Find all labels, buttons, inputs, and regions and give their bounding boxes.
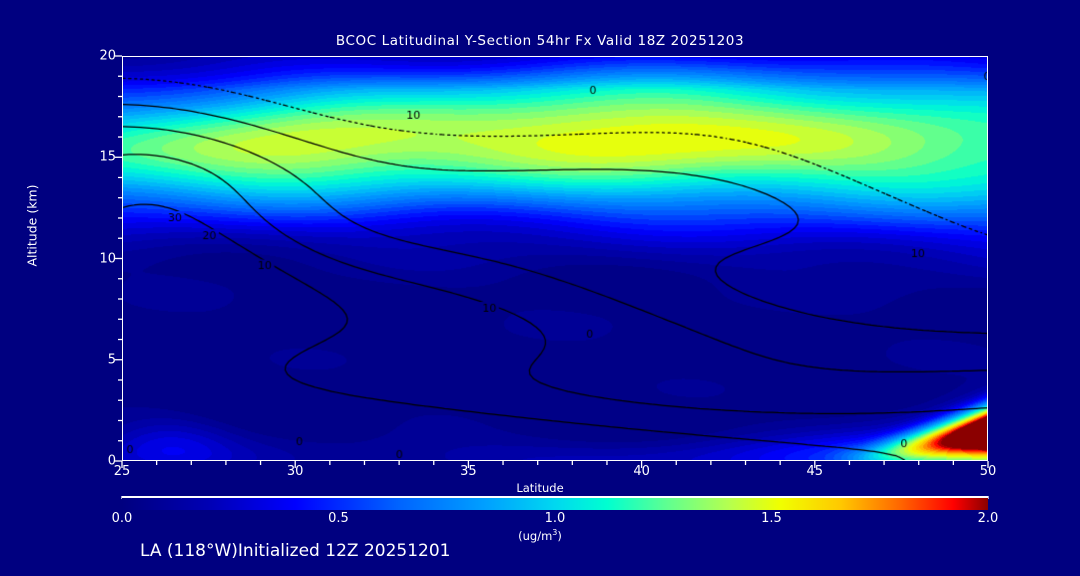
y-tick-label: 5 bbox=[107, 352, 116, 368]
x-tick-label: 25 bbox=[113, 464, 131, 479]
y-tick-label: 10 bbox=[99, 251, 116, 266]
y-tick-label: 0 bbox=[107, 453, 116, 469]
y-tick-label: 15 bbox=[99, 149, 116, 165]
y-axis-title: Altitude (km) bbox=[24, 184, 40, 267]
plot-area bbox=[122, 56, 988, 461]
footer-label: LA (118°W)Initialized 12Z 20251201 bbox=[140, 541, 451, 561]
x-tick-label: 45 bbox=[806, 464, 824, 479]
colorbar-unit-label: (ug/m3) bbox=[0, 528, 1080, 543]
colorbar-gradient bbox=[122, 498, 988, 510]
colorbar-unit-text: (ug/m bbox=[518, 528, 553, 543]
colorbar-top-rule bbox=[122, 496, 988, 498]
x-tick-label: 35 bbox=[460, 464, 477, 479]
x-tick-label: 30 bbox=[286, 464, 304, 479]
colorbar-tick-label: 2.0 bbox=[977, 511, 999, 526]
colorbar-tick-label: 0.0 bbox=[111, 511, 133, 526]
y-tick-label: 20 bbox=[99, 48, 116, 64]
x-axis-title: Latitude bbox=[516, 481, 564, 495]
colorbar-tick-label: 0.5 bbox=[328, 511, 349, 526]
x-axis-tick-labels: 25 30 35 40 45 50 bbox=[114, 464, 997, 484]
figure-title: BCOC Latitudinal Y-Section 54hr Fx Valid… bbox=[335, 33, 745, 49]
colorbar-tick-label: 1.5 bbox=[761, 511, 782, 526]
x-tick-label: 50 bbox=[979, 464, 997, 479]
contour-line-layer bbox=[123, 57, 987, 460]
y-axis-tick-labels: 20 15 10 5 0 bbox=[78, 49, 116, 469]
colorbar-unit-exponent: 3 bbox=[552, 528, 558, 537]
colorbar bbox=[122, 496, 988, 510]
colorbar-unit-close: ) bbox=[557, 528, 562, 543]
colorbar-tick-label: 1.0 bbox=[544, 511, 566, 526]
x-tick-label: 40 bbox=[633, 464, 650, 479]
colorbar-tick-labels: 0.0 0.5 1.0 1.5 2.0 bbox=[112, 511, 999, 531]
